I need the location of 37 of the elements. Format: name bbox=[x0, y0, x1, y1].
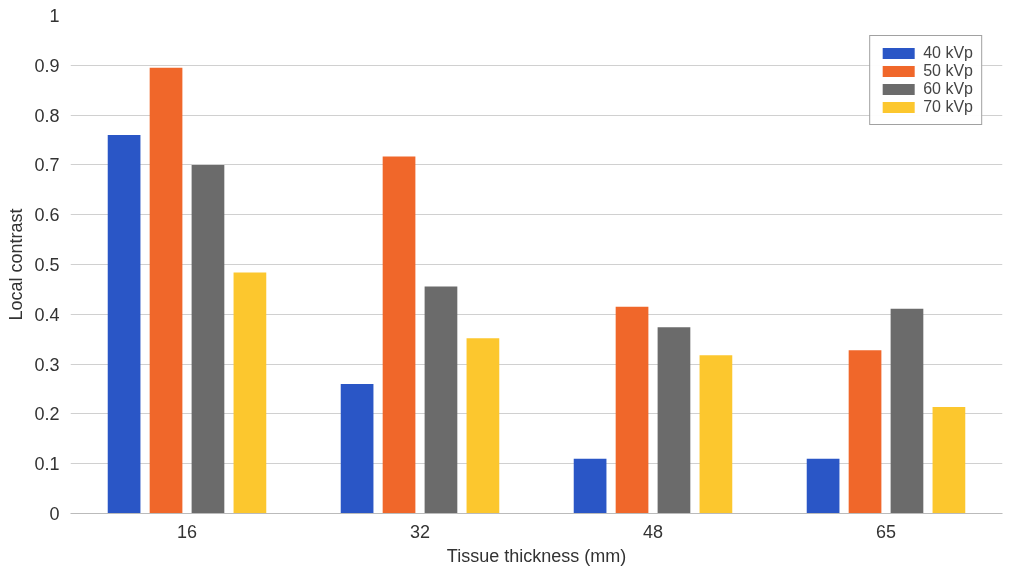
bar bbox=[340, 384, 374, 514]
bar bbox=[657, 327, 691, 514]
bar bbox=[107, 135, 141, 514]
y-tick-label: 0.4 bbox=[34, 304, 60, 325]
y-axis-title: Local contrast bbox=[6, 208, 27, 321]
bar bbox=[848, 350, 882, 514]
bar bbox=[699, 355, 733, 514]
bar bbox=[466, 338, 500, 514]
bar bbox=[149, 67, 183, 514]
bar bbox=[191, 164, 225, 514]
bar bbox=[233, 272, 267, 514]
x-axis-title: Tissue thickness (mm) bbox=[446, 545, 627, 566]
legend-label: 40 kVp bbox=[923, 44, 973, 62]
bar bbox=[890, 308, 924, 514]
y-tick-label: 0.9 bbox=[34, 55, 60, 76]
legend-label: 50 kVp bbox=[923, 62, 973, 80]
bar bbox=[615, 306, 649, 514]
x-tick-label: 48 bbox=[642, 521, 664, 542]
bar bbox=[424, 286, 458, 514]
x-tick-label: 65 bbox=[875, 521, 897, 542]
y-tick-label: 0 bbox=[49, 504, 60, 524]
bar bbox=[573, 458, 607, 514]
y-tick-label: 0.5 bbox=[34, 255, 60, 275]
y-tick-label: 0.6 bbox=[34, 205, 60, 226]
bar bbox=[806, 458, 840, 514]
bar bbox=[382, 156, 416, 514]
legend-label: 70 kVp bbox=[923, 98, 973, 116]
y-tick-label: 0.2 bbox=[34, 404, 60, 425]
y-tick-label: 0.3 bbox=[34, 354, 60, 375]
y-tick-label: 0.8 bbox=[34, 105, 60, 126]
legend-label: 60 kVp bbox=[923, 80, 973, 98]
bar bbox=[932, 406, 966, 514]
y-tick-label: 0.1 bbox=[34, 454, 60, 475]
x-tick-label: 16 bbox=[176, 521, 198, 542]
y-tick-label: 0.7 bbox=[34, 155, 60, 176]
y-tick-label: 1 bbox=[49, 6, 60, 26]
x-tick-label: 32 bbox=[409, 521, 431, 542]
